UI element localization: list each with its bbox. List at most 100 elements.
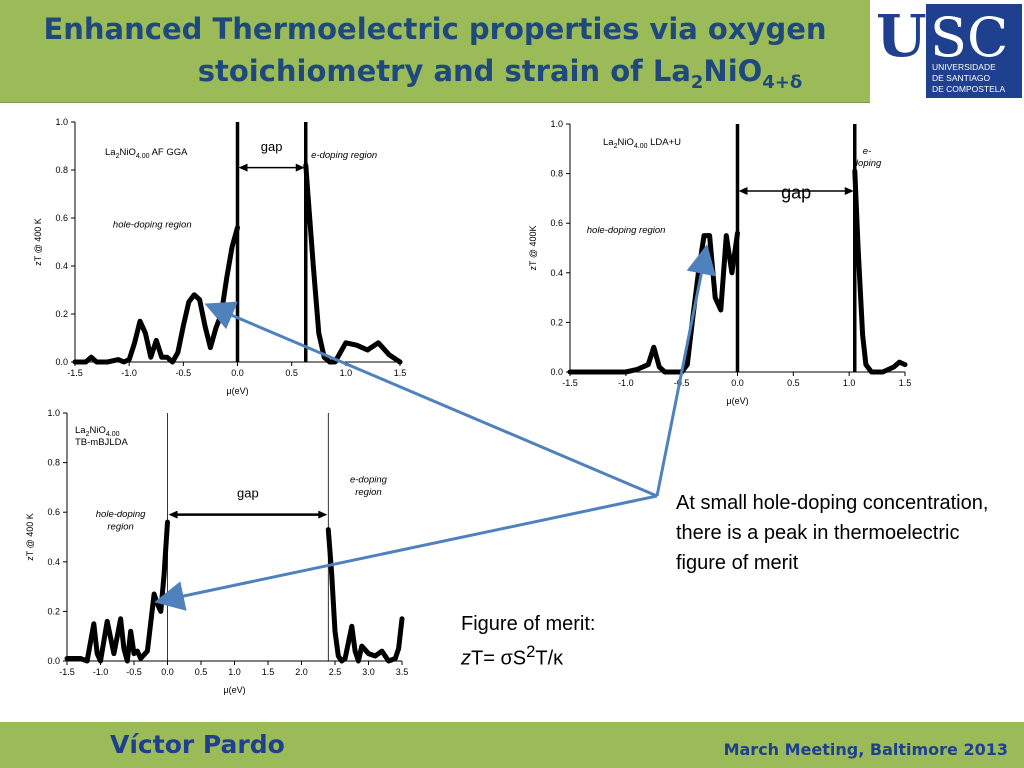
x-tick-label: 0.5 (195, 667, 208, 677)
footer-bar (0, 722, 1024, 768)
x-tick-label: -1.5 (59, 667, 75, 677)
usc-logo: U SC UNIVERSIDADE DE SANTIAGO DE COMPOST… (872, 0, 1024, 102)
x-tick-label: -1.5 (562, 378, 578, 388)
e-doping-label: region (355, 487, 381, 498)
gap-arrow-head-right (844, 186, 854, 195)
compound-label: La2NiO4.00 LDA+U (603, 137, 681, 150)
title-line1: Enhanced Thermoelectric properties via o… (43, 12, 827, 46)
x-tick-label: 1.5 (262, 667, 275, 677)
x-tick-label: -1.0 (618, 378, 634, 388)
y-axis-label: zT @ 400 K (25, 513, 35, 561)
usc-logo-graphic: U SC UNIVERSIDADE DE SANTIAGO DE COMPOST… (876, 2, 1022, 98)
arrow-to-chart3 (154, 494, 658, 611)
x-tick-label: 0.0 (161, 667, 174, 677)
y-tick-label: 0.0 (47, 656, 60, 666)
logo-line3: DE COMPOSTELA (932, 84, 1006, 94)
gap-label: gap (781, 182, 811, 202)
e-doping-label: e-doping (350, 474, 388, 485)
arrow-to-chart1 (204, 301, 658, 498)
e-doping-label: e-doping region (311, 150, 377, 161)
svg-text:SC: SC (930, 6, 1008, 69)
logo-line2: DE SANTIAGO (932, 73, 990, 83)
y-tick-label: 0.8 (47, 458, 60, 468)
x-tick-label: 1.5 (394, 368, 407, 378)
gap-label: gap (237, 485, 259, 500)
compound-label: La2NiO4.00 AF GGA (105, 147, 188, 160)
y-tick-label: 0.4 (55, 261, 68, 271)
y-tick-label: 0.8 (55, 165, 68, 175)
fom-label: Figure of merit: (461, 613, 596, 635)
series-line-hole (567, 230, 740, 375)
series-line-electron (852, 168, 908, 375)
slide-title: Enhanced Thermoelectric properties via o… (0, 8, 870, 104)
series-line-electron (325, 527, 405, 664)
y-tick-label: 1.0 (47, 408, 60, 418)
gap-arrow-head-right (295, 163, 305, 172)
x-axis-label: μ(eV) (726, 396, 748, 406)
y-tick-label: 0.6 (55, 213, 68, 223)
gap-label: gap (261, 139, 283, 154)
fom-formula: zT= σS2T/κ (461, 642, 564, 670)
y-tick-label: 0.6 (47, 507, 60, 517)
x-tick-label: 1.0 (228, 667, 241, 677)
arrow-to-chart2 (655, 244, 717, 497)
y-axis-label: zT @ 400 K (33, 218, 43, 266)
chart-lda-u: -1.5 -1.0 -0.5 0.0 0.5 1.0 1.5 0.0 0.2 0.4 0.6 0.8 1… (528, 119, 912, 406)
footer-author: Víctor Pardo (110, 730, 285, 759)
series-line-hole (72, 225, 240, 365)
x-tick-label: 1.0 (843, 378, 856, 388)
y-tick-label: 0.0 (55, 357, 68, 367)
hole-doping-label: region (107, 522, 133, 533)
y-tick-label: 0.2 (55, 309, 68, 319)
x-tick-label: 0.5 (285, 368, 298, 378)
x-tick-label: 2.0 (295, 667, 308, 677)
y-tick-label: 0.4 (47, 557, 60, 567)
x-tick-label: 0.0 (731, 378, 744, 388)
e-doping-label: doping (853, 158, 882, 169)
hole-doping-label: hole-doping region (113, 220, 192, 231)
logo-line1: UNIVERSIDADE (932, 62, 996, 72)
x-tick-label: 3.0 (362, 667, 375, 677)
x-tick-label: 2.5 (329, 667, 342, 677)
y-tick-label: 1.0 (550, 119, 563, 129)
y-tick-label: 0.6 (550, 218, 563, 228)
y-tick-label: 1.0 (55, 117, 68, 127)
x-axis-label: μ(eV) (223, 685, 245, 695)
x-tick-label: -0.5 (126, 667, 142, 677)
x-tick-label: 1.5 (899, 378, 912, 388)
x-axis-label: μ(eV) (226, 386, 248, 396)
x-tick-label: 3.5 (396, 667, 409, 677)
x-tick-label: -0.5 (176, 368, 192, 378)
hole-doping-label: hole-doping region (587, 225, 666, 236)
y-tick-label: 0.4 (550, 268, 563, 278)
hole-doping-label: hole-doping (96, 509, 146, 520)
e-doping-label: e- (863, 146, 871, 157)
y-tick-label: 0.2 (47, 606, 60, 616)
title-sub: 2 (690, 71, 704, 93)
y-tick-label: 0.2 (550, 317, 563, 327)
gap-arrow-head-left (238, 163, 248, 172)
x-tick-label: -0.5 (674, 378, 690, 388)
figure-of-merit: Figure of merit: zT= σS2T/κ (461, 610, 595, 673)
title-formula: NiO (703, 54, 763, 88)
x-tick-label: -1.0 (121, 368, 137, 378)
note-text: At small hole-doping concentration, ther… (676, 492, 989, 574)
x-tick-label: 1.0 (340, 368, 353, 378)
compound-label: La2NiO4.00 (75, 425, 120, 438)
y-tick-label: 0.0 (550, 367, 563, 377)
x-tick-label: 0.5 (787, 378, 800, 388)
title-line2: stoichiometry and strain of La (197, 54, 691, 88)
gap-arrow-head-right (318, 510, 328, 519)
gap-arrow-head-left (168, 510, 178, 519)
title-bar (0, 0, 870, 103)
y-axis-label: zT @ 400K (528, 226, 538, 271)
svg-text:U: U (876, 2, 927, 70)
x-tick-label: -1.0 (93, 667, 109, 677)
method-label: TB-mBJLDA (75, 437, 128, 448)
title-sub: 4+δ (762, 71, 803, 93)
y-tick-label: 0.8 (550, 169, 563, 179)
series-line-electron (303, 162, 403, 365)
footer-event: March Meeting, Baltimore 2013 (723, 740, 1008, 759)
x-tick-label: 0.0 (231, 368, 244, 378)
